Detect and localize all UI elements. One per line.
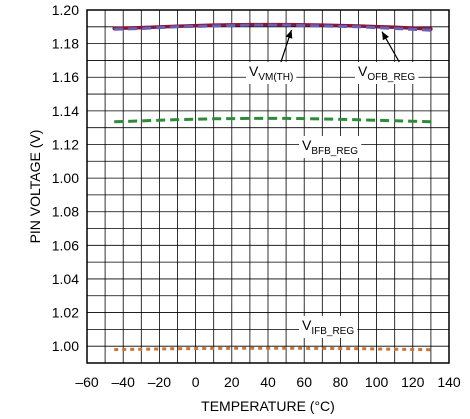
y-tick-label: 1.06	[52, 237, 79, 253]
y-tick-label: 1.04	[52, 271, 79, 287]
y-tick-label: 1.00	[52, 170, 79, 186]
x-tick-label: 60	[296, 374, 312, 390]
y-tick-label: 1.12	[52, 136, 79, 152]
series-line-ofb-reg	[114, 23, 431, 32]
annotation-label: VVM(TH)	[249, 63, 293, 83]
x-tick-label: 100	[365, 374, 389, 390]
x-tick-label: 0	[192, 374, 200, 390]
y-tick-label: 1.14	[52, 103, 79, 119]
annotation-background	[299, 316, 358, 338]
x-tick-label: 140	[437, 374, 461, 390]
y-tick-label: 1.08	[52, 204, 79, 220]
annotation-background	[355, 62, 419, 84]
series-line-bfb-reg	[114, 116, 431, 124]
x-tick-label: 20	[224, 374, 240, 390]
y-tick-label: 1.20	[52, 2, 79, 18]
annotation-arrowhead	[285, 30, 293, 39]
x-tick-label: 120	[401, 374, 425, 390]
annotation-ifb-reg: VIFB_REG	[299, 316, 358, 338]
annotation-bfb-reg: VBFB_REG	[299, 136, 362, 158]
series-lines	[112, 22, 433, 352]
annotation-label: VBFB_REG	[302, 137, 358, 157]
y-tick-label: 1.16	[52, 69, 79, 85]
annotation-arrowhead	[382, 31, 389, 41]
annotations: VVM(TH) VOFB_REG VBFB_REG VIFB_REG	[246, 29, 419, 338]
y-tick-label: 1.02	[52, 305, 79, 321]
y-tick-label: 1.00	[52, 338, 79, 354]
x-tick-label: –20	[148, 374, 172, 390]
annotation-label: VOFB_REG	[358, 63, 415, 83]
x-tick-label: –60	[75, 374, 99, 390]
x-tick-label: 40	[260, 374, 276, 390]
x-tick-label: 80	[333, 374, 349, 390]
tick-labels: –60 –40 –20 0 20 40 60 80 100 120 140 1.00 1.02 1.04 1…	[52, 2, 461, 390]
plot-frame	[86, 9, 450, 364]
annotation-background	[299, 136, 362, 158]
y-tick-label: 1.18	[52, 36, 79, 52]
x-tick-label: –40	[112, 374, 136, 390]
y-axis-title: PIN VOLTAGE (V)	[27, 130, 43, 244]
annotation-label: VIFB_REG	[302, 317, 354, 337]
x-axis-title: TEMPERATURE (°C)	[201, 398, 335, 414]
annotation-ofb-reg: VOFB_REG	[355, 31, 419, 84]
annotation-background	[246, 62, 297, 84]
annotation-vm-th-: VVM(TH)	[246, 29, 297, 84]
series-line-ifb-reg	[114, 346, 431, 352]
